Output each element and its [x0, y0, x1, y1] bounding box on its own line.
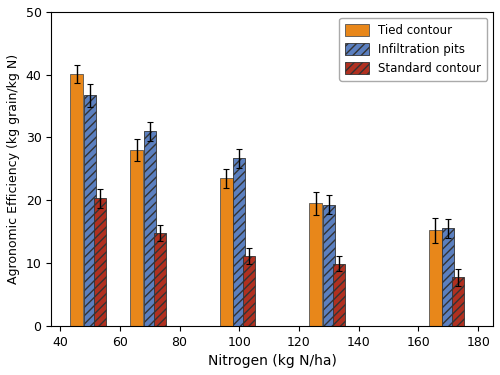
Bar	[428, 230, 442, 326]
Bar	[154, 233, 166, 326]
Bar	[309, 203, 322, 326]
Bar	[244, 256, 256, 326]
Bar	[452, 278, 464, 326]
Y-axis label: Agronomic Efficiency (kg grain/kg N): Agronomic Efficiency (kg grain/kg N)	[7, 54, 20, 284]
Bar	[220, 178, 232, 326]
Legend: Tied contour, Infiltration pits, Standard contour: Tied contour, Infiltration pits, Standar…	[340, 18, 487, 81]
Bar	[442, 228, 454, 326]
Bar	[70, 74, 84, 326]
Bar	[144, 131, 156, 326]
X-axis label: Nitrogen (kg N/ha): Nitrogen (kg N/ha)	[208, 354, 336, 368]
Bar	[130, 150, 143, 326]
Bar	[323, 205, 335, 326]
Bar	[84, 95, 96, 326]
Bar	[333, 264, 345, 326]
Bar	[234, 158, 245, 326]
Bar	[94, 198, 106, 326]
